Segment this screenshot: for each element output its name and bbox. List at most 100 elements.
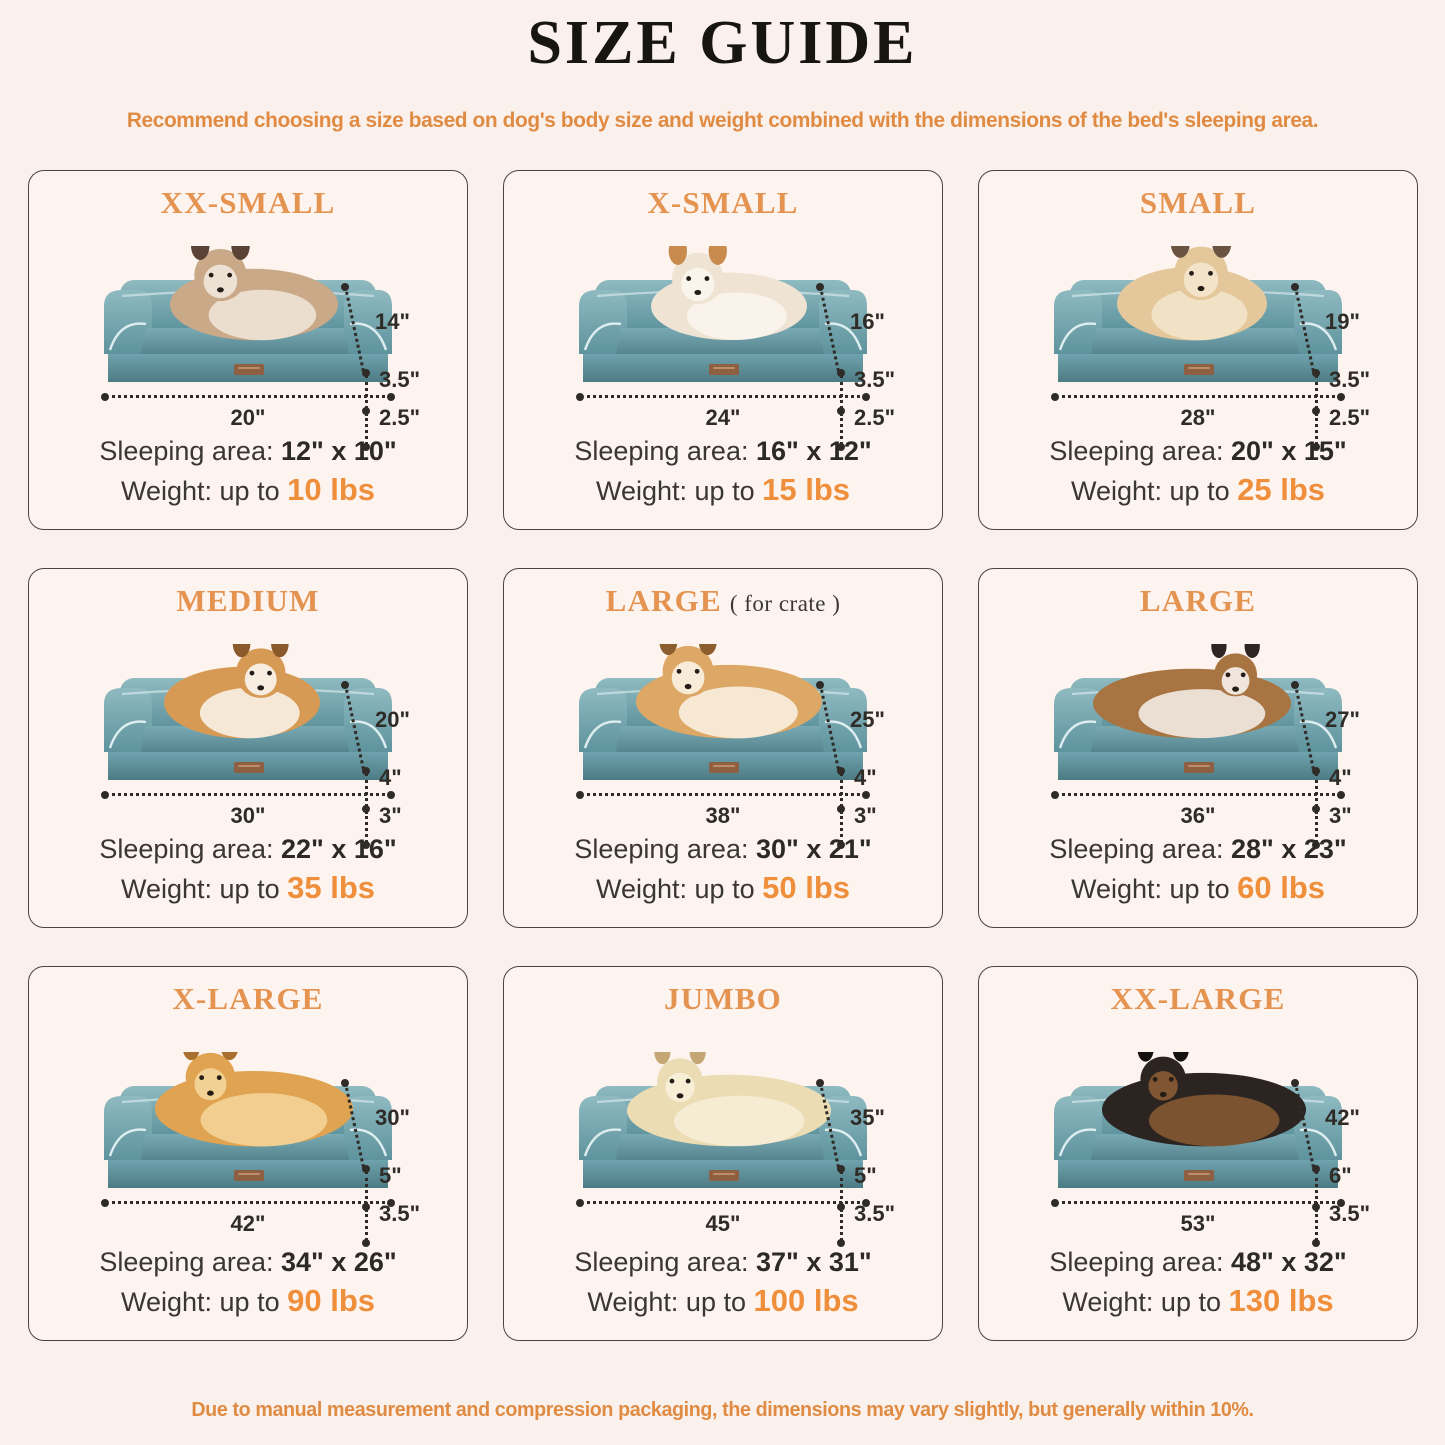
card-title: LARGE — [979, 583, 1417, 619]
height-label-total: 27" — [1325, 707, 1360, 732]
sleeping-area-value: 16" x 12" — [755, 436, 872, 467]
weight-line: Weight: up to 35 lbs — [29, 868, 467, 909]
size-card-grid: XX-SMALL — [28, 170, 1418, 1341]
length-label: 53" — [1180, 1211, 1216, 1236]
height-dimension-group: 27" 4" 3" — [1285, 679, 1401, 869]
pet-australian-shepherd-dog — [1093, 634, 1291, 739]
size-card-x-large6[interactable]: X-LARGE — [28, 966, 468, 1341]
pet-corgi-dog — [164, 630, 320, 739]
bed-graphic — [98, 231, 398, 401]
page-subtitle: Recommend choosing a size based on dog's… — [126, 108, 1319, 132]
height-label-total: 30" — [375, 1105, 410, 1130]
card-title: SMALL — [979, 185, 1417, 221]
height-label-mid: 4" — [1329, 765, 1352, 790]
sleeping-area-prefix: Sleeping area: — [574, 834, 749, 865]
height-dimension-group: 35" 5" 3.5" — [810, 1077, 926, 1267]
weight-line: Weight: up to 60 lbs — [979, 868, 1417, 909]
card-title: JUMBO — [504, 981, 942, 1017]
sleeping-area-prefix: Sleeping area: — [1049, 1247, 1224, 1278]
weight-line: Weight: up to 100 lbs — [504, 1281, 942, 1322]
weight-value: 15 lbs — [762, 472, 850, 508]
height-label-mid: 5" — [854, 1163, 877, 1188]
brand-tag-icon — [709, 364, 739, 375]
sleeping-area-prefix: Sleeping area: — [1049, 436, 1224, 467]
height-label-base: 3" — [379, 803, 402, 828]
pet-golden-retriever-dog — [155, 1032, 353, 1147]
weight-value: 50 lbs — [762, 870, 850, 906]
height-label-mid: 6" — [1329, 1163, 1352, 1188]
height-label-mid: 5" — [379, 1163, 402, 1188]
sleeping-area-line: Sleeping area: 34" x 26" — [29, 1245, 467, 1281]
card-specs: Sleeping area: 22" x 16" Weight: up to 3… — [29, 832, 467, 909]
size-card-large5[interactable]: LARGE — [978, 568, 1418, 928]
card-specs: Sleeping area: 20" x 15" Weight: up to 2… — [979, 434, 1417, 511]
weight-value: 25 lbs — [1237, 472, 1325, 508]
height-label-base: 3.5" — [854, 1201, 896, 1226]
page-title: SIZE GUIDE — [527, 9, 918, 77]
sleeping-area-value: 28" x 23" — [1230, 834, 1347, 865]
height-label-mid: 4" — [854, 765, 877, 790]
height-dimension-group: 25" 4" 3" — [810, 679, 926, 869]
length-dimension-group: 28" — [1051, 392, 1345, 431]
sleeping-area-value: 20" x 15" — [1230, 436, 1347, 467]
bed-graphic — [1048, 634, 1348, 799]
height-label-total: 42" — [1325, 1105, 1360, 1130]
height-label-total: 19" — [1325, 309, 1360, 334]
card-size-label: LARGE — [605, 583, 722, 618]
size-card-small2[interactable]: SMALL — [978, 170, 1418, 530]
sleeping-area-line: Sleeping area: 48" x 32" — [979, 1245, 1417, 1281]
card-specs: Sleeping area: 16" x 12" Weight: up to 1… — [504, 434, 942, 511]
card-size-subtitle: ( for crate ) — [729, 591, 841, 616]
length-dimension-group: 20" — [101, 392, 395, 431]
bed-illustration — [579, 1039, 867, 1188]
bed-graphic — [573, 236, 873, 401]
bed-illustration-area: 30" 5" 3.5" 42" — [29, 1021, 467, 1247]
card-specs: Sleeping area: 12" x 10" Weight: up to 1… — [29, 434, 467, 511]
sleeping-area-value: 22" x 16" — [280, 834, 397, 865]
brand-tag-icon — [1184, 364, 1214, 375]
sleeping-area-line: Sleeping area: 16" x 12" — [504, 434, 942, 470]
weight-prefix: Weight: up to — [587, 1287, 746, 1318]
bed-illustration — [1054, 634, 1342, 780]
size-card-xx-large8[interactable]: XX-LARGE — [978, 966, 1418, 1341]
card-specs: Sleeping area: 34" x 26" Weight: up to 9… — [29, 1245, 467, 1322]
card-specs: Sleeping area: 37" x 31" Weight: up to 1… — [504, 1245, 942, 1322]
size-card-large4[interactable]: LARGE ( for crate ) — [503, 568, 943, 928]
length-dimension-group: 36" — [1051, 790, 1345, 829]
brand-tag-icon — [1184, 1170, 1214, 1181]
size-card-xx-small0[interactable]: XX-SMALL — [28, 170, 468, 530]
sleeping-area-line: Sleeping area: 22" x 16" — [29, 832, 467, 868]
bed-graphic — [573, 627, 873, 799]
sleeping-area-line: Sleeping area: 30" x 21" — [504, 832, 942, 868]
pet-ragdoll-cat — [170, 231, 338, 341]
height-label-mid: 3.5" — [1329, 367, 1371, 392]
height-label-base: 2.5" — [854, 405, 896, 430]
weight-line: Weight: up to 130 lbs — [979, 1281, 1417, 1322]
height-label-total: 16" — [850, 309, 885, 334]
length-dimension-group: 24" — [576, 392, 870, 431]
length-label: 28" — [1180, 405, 1216, 430]
length-label: 36" — [1180, 803, 1216, 828]
sleeping-area-line: Sleeping area: 28" x 23" — [979, 832, 1417, 868]
weight-prefix: Weight: up to — [120, 874, 280, 905]
size-card-x-small1[interactable]: X-SMALL — [503, 170, 943, 530]
size-card-jumbo7[interactable]: JUMBO — [503, 966, 943, 1341]
bed-illustration — [104, 1032, 392, 1188]
sleeping-area-value: 48" x 32" — [1230, 1247, 1347, 1278]
card-specs: Sleeping area: 30" x 21" Weight: up to 5… — [504, 832, 942, 909]
card-title: LARGE ( for crate ) — [504, 583, 942, 619]
card-size-label: JUMBO — [664, 981, 782, 1016]
height-label-mid: 3.5" — [379, 367, 421, 392]
card-size-label: SMALL — [1139, 185, 1257, 220]
weight-value: 130 lbs — [1228, 1283, 1334, 1319]
sleeping-area-line: Sleeping area: 20" x 15" — [979, 434, 1417, 470]
height-label-base: 2.5" — [1329, 405, 1371, 430]
card-title: X-LARGE — [29, 981, 467, 1017]
bed-illustration-area: 27" 4" 3" 36" — [979, 623, 1417, 849]
sleeping-area-prefix: Sleeping area: — [99, 436, 274, 467]
sleeping-area-value: 37" x 31" — [755, 1247, 872, 1278]
card-size-label: LARGE — [1139, 583, 1257, 618]
size-card-medium3[interactable]: MEDIUM — [28, 568, 468, 928]
height-label-base: 2.5" — [379, 405, 421, 430]
sleeping-area-value: 34" x 26" — [280, 1247, 397, 1278]
